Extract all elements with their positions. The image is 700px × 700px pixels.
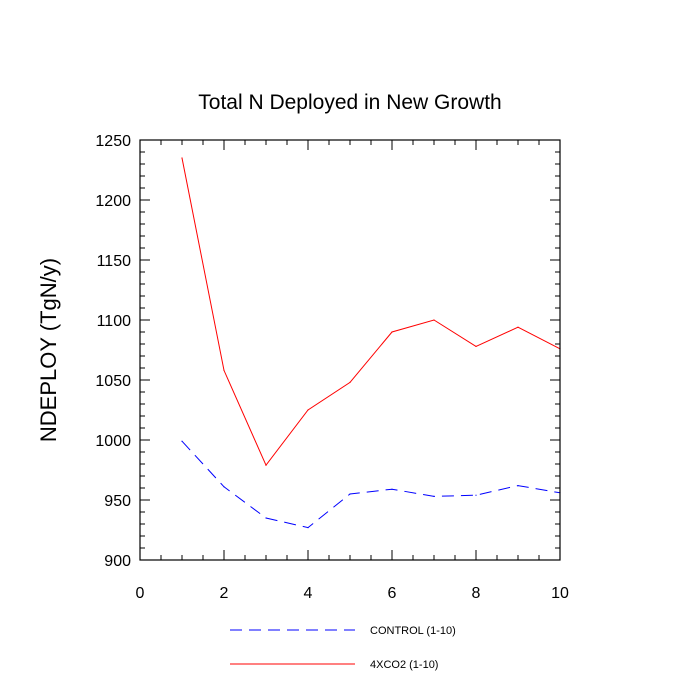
series-0-point-5 bbox=[391, 488, 393, 490]
x-tick-label-5: 10 bbox=[551, 585, 569, 602]
legend-label-1: 4XCO2 (1-10) bbox=[370, 659, 438, 671]
series-1-point-7 bbox=[475, 345, 477, 347]
ticks-layer: 0 2 4 6 8 10 900 950 1000 1050 1100 1150 1200 1250 bbox=[95, 133, 569, 602]
y-axis-label: NDEPLOY (TgN/y) bbox=[36, 258, 61, 442]
y-tick-label-5: 1150 bbox=[97, 253, 132, 270]
legend-label-0: CONTROL (1-10) bbox=[370, 625, 456, 637]
series-0-point-4 bbox=[349, 493, 351, 495]
series-1-point-0 bbox=[181, 157, 183, 159]
series-0-point-3 bbox=[307, 527, 309, 529]
series-0-point-1 bbox=[223, 486, 225, 488]
y-tick-label-7: 1250 bbox=[95, 133, 131, 150]
x-tick-label-2: 4 bbox=[304, 585, 313, 602]
chart-title: Total N Deployed in New Growth bbox=[198, 91, 501, 114]
series-1-point-1 bbox=[223, 369, 225, 371]
series-1-point-8 bbox=[517, 326, 519, 328]
y-tick-label-3: 1050 bbox=[95, 373, 131, 390]
series-0-point-0 bbox=[181, 440, 183, 442]
series-0-point-7 bbox=[475, 494, 477, 496]
x-tick-label-3: 6 bbox=[388, 585, 397, 602]
series-1-point-2 bbox=[265, 464, 267, 466]
series-0-point-6 bbox=[433, 495, 435, 497]
series-0-point-2 bbox=[265, 517, 267, 519]
series-line-1 bbox=[181, 157, 561, 467]
x-tick-label-0: 0 bbox=[136, 585, 145, 602]
y-tick-label-4: 1100 bbox=[97, 313, 132, 330]
y-tick-label-2: 1000 bbox=[95, 433, 131, 450]
series-layer bbox=[181, 157, 561, 529]
plot-frame bbox=[139, 139, 561, 561]
series-1-point-6 bbox=[433, 319, 435, 321]
x-tick-label-4: 8 bbox=[472, 585, 481, 602]
x-tick-label-1: 2 bbox=[220, 585, 229, 602]
y-tick-label-0: 900 bbox=[104, 553, 131, 570]
y-tick-label-1: 950 bbox=[104, 493, 131, 510]
series-1-point-4 bbox=[349, 381, 351, 383]
series-line-0 bbox=[181, 440, 561, 529]
legend: CONTROL (1-10) 4XCO2 (1-10) bbox=[230, 625, 456, 671]
series-0-point-8 bbox=[517, 485, 519, 487]
series-1-point-5 bbox=[391, 331, 393, 333]
series-1-point-3 bbox=[307, 409, 309, 411]
y-tick-label-6: 1200 bbox=[95, 193, 131, 210]
